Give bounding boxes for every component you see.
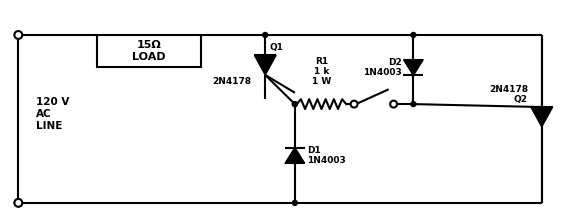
Text: 2N4178: 2N4178 [212,77,251,86]
Polygon shape [255,55,276,75]
Text: Q1: Q1 [269,43,283,52]
Text: 120 V
AC
LINE: 120 V AC LINE [36,97,70,131]
Polygon shape [531,107,553,127]
Text: 15Ω
LOAD: 15Ω LOAD [132,40,166,62]
Circle shape [350,101,358,108]
Polygon shape [285,148,304,163]
Circle shape [14,31,22,39]
Circle shape [263,32,268,37]
Text: 2N4178
Q2: 2N4178 Q2 [489,85,528,104]
Circle shape [411,102,416,107]
Circle shape [411,32,416,37]
Text: D2
1N4003: D2 1N4003 [363,58,401,77]
Bar [98,35,201,67]
Text: R1
1 k
1 W: R1 1 k 1 W [312,56,331,86]
Circle shape [390,101,397,108]
Text: D1
1N4003: D1 1N4003 [307,146,345,165]
Circle shape [14,199,22,207]
Circle shape [293,200,297,205]
Circle shape [293,102,297,107]
Circle shape [293,102,297,107]
Polygon shape [404,60,423,75]
